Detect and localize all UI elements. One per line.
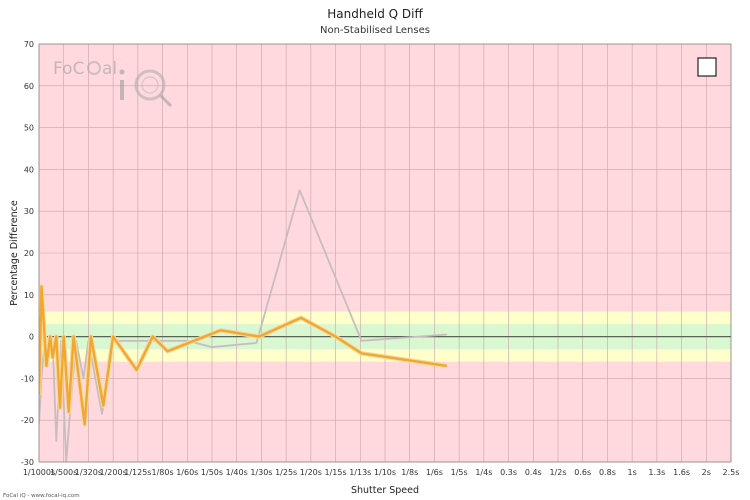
y-tick-label: 50: [24, 124, 34, 133]
x-tick-label: 1/13s: [349, 468, 371, 477]
plot-border: [38, 43, 732, 463]
x-tick-label: 1/20s: [300, 468, 322, 477]
x-tick-label: 1/10s: [374, 468, 396, 477]
y-tick-label: 0: [29, 333, 34, 342]
chart-title: Handheld Q Diff: [327, 7, 423, 21]
x-tick-label: 1/125s: [124, 468, 151, 477]
x-tick-label: 1/320s: [75, 468, 102, 477]
y-axis-label: Percentage Difference: [9, 200, 20, 306]
x-tick-label: 0.4s: [525, 468, 542, 477]
series-line-2: [39, 285, 447, 426]
chart-subtitle: Non-Stabilised Lenses: [320, 25, 430, 36]
y-tick-label: 70: [24, 40, 34, 49]
x-tick-label: 1/4s: [475, 468, 492, 477]
x-tick-label: 1/500s: [50, 468, 77, 477]
y-tick-label: 20: [24, 249, 34, 258]
y-tick-label: 60: [24, 82, 34, 91]
x-tick-label: 1/5s: [451, 468, 468, 477]
x-tick-label: 1s: [628, 468, 637, 477]
y-tick-label: 10: [24, 291, 34, 300]
x-tick-label: 1/30s: [250, 468, 272, 477]
x-tick-label: 1/2s: [549, 468, 566, 477]
x-tick-label: 0.3s: [500, 468, 517, 477]
svg-text:FoC: FoC: [53, 59, 84, 79]
y-tick-label: 40: [24, 165, 34, 174]
x-tick-label: 2s: [702, 468, 711, 477]
credit-text: FoCal iQ - www.focal-iq.com: [3, 493, 80, 499]
y-tick-label: -20: [21, 416, 34, 425]
x-tick-label: 1/6s: [426, 468, 443, 477]
svg-text:al: al: [102, 59, 117, 79]
y-tick-label: -30: [21, 458, 34, 467]
x-tick-label: 1.6s: [673, 468, 690, 477]
x-tick-label: 1/60s: [176, 468, 198, 477]
series-lines: [39, 189, 448, 462]
x-tick-label: 1/15s: [325, 468, 347, 477]
x-tick-label: 1/200s: [100, 468, 127, 477]
y-tick-label: -10: [21, 374, 34, 383]
x-tick-label: 0.6s: [574, 468, 591, 477]
x-tick-label: 1/8s: [401, 468, 418, 477]
x-axis-label: Shutter Speed: [351, 485, 419, 496]
x-tick-label: 1/80s: [152, 468, 174, 477]
y-tick-label: 30: [24, 207, 34, 216]
focal-iq-logo: FoC al: [53, 59, 173, 108]
x-tick-label: 2.5s: [723, 468, 740, 477]
x-tick-label: 0.8s: [599, 468, 616, 477]
x-tick-label: 1/40s: [226, 468, 248, 477]
x-tick-label: 1/25s: [275, 468, 297, 477]
y-axis: -30 -20 -10 0 10 20 30 40 50 60 70: [21, 40, 34, 467]
x-tick-label: 1/1000s: [23, 468, 55, 477]
x-tick-label: 1/50s: [201, 468, 223, 477]
legend-toggle-box[interactable]: [697, 57, 717, 77]
x-tick-label: 1.3s: [648, 468, 665, 477]
